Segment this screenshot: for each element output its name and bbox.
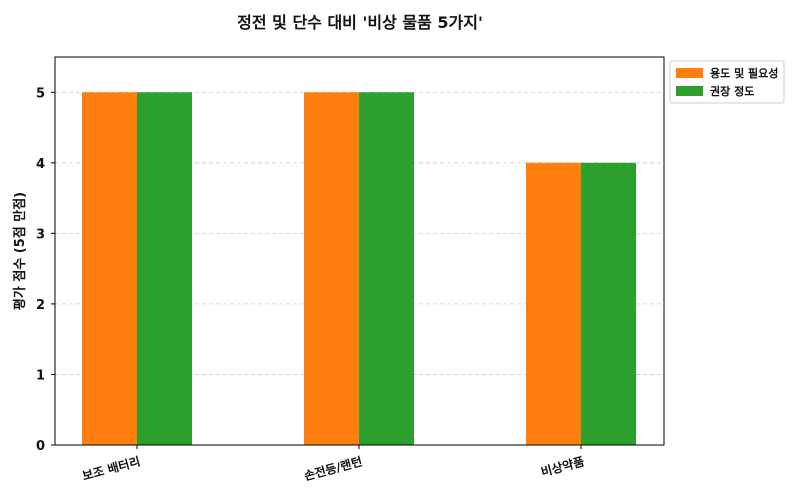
legend-swatch-0: [676, 68, 703, 78]
bar-1-1: [82, 92, 137, 445]
bar-1-2: [304, 92, 359, 445]
y-tick-label-4: 4: [36, 157, 45, 172]
y-axis-ticks: 0 1 2 3 4 5: [36, 86, 55, 454]
legend-label-1: 권장 정도: [710, 84, 754, 98]
y-tick-label-5: 5: [36, 86, 45, 101]
y-axis-label: 평가 점수 (5점 만점): [12, 192, 28, 310]
x-tick-label-2: 비상약품: [539, 453, 586, 479]
bar-2-3: [581, 162, 636, 445]
legend-label-0: 용도 및 필요성: [710, 66, 778, 80]
x-axis-ticks: 보조 배터리 손전등/랜턴 비상약품: [81, 445, 586, 483]
bars: [82, 92, 636, 445]
y-tick-label-3: 3: [36, 227, 45, 242]
chart-title: 정전 및 단수 대비 '비상 물품 5가지': [237, 13, 483, 32]
y-tick-label-2: 2: [36, 298, 45, 313]
x-tick-label-0: 보조 배터리: [81, 453, 142, 483]
bar-1-3: [526, 162, 581, 445]
legend-swatch-1: [676, 86, 703, 96]
bar-2-2: [359, 92, 414, 445]
y-tick-label-1: 1: [36, 368, 45, 383]
x-tick-label-1: 손전등/랜턴: [302, 453, 363, 483]
y-tick-label-0: 0: [36, 439, 45, 454]
bar-2-1: [137, 92, 192, 445]
